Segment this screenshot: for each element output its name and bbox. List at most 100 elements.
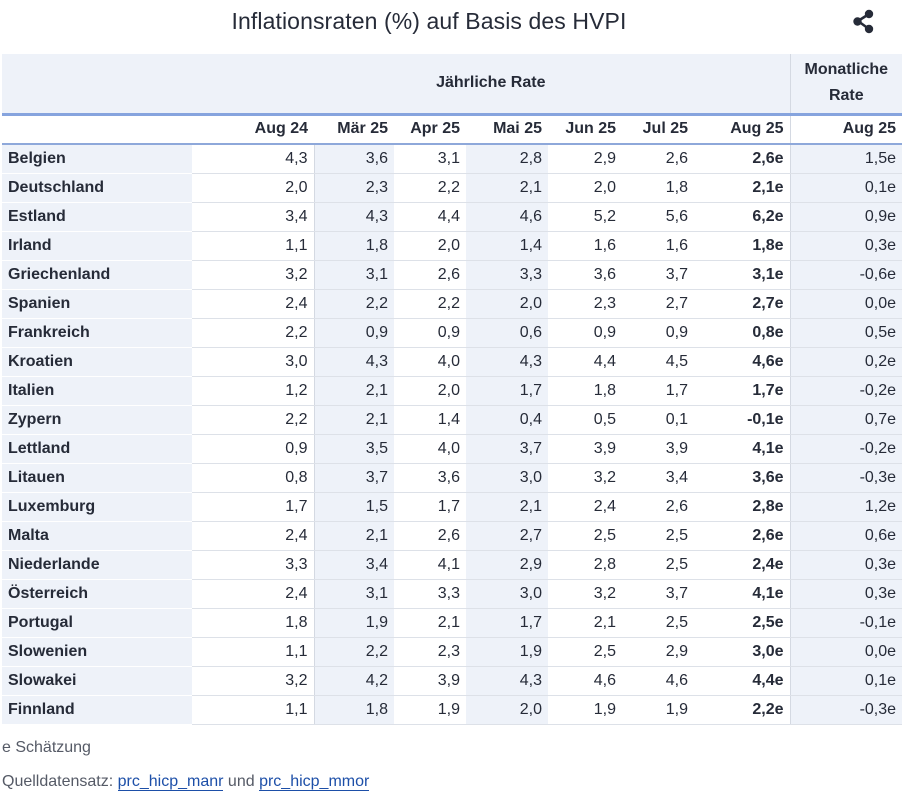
annual-rate-cell: 0,8 <box>192 463 314 493</box>
source-link-mmor[interactable]: prc_hicp_mmor <box>259 773 370 791</box>
annual-rate-cell: 3,3 <box>192 550 314 580</box>
annual-rate-cell: 4,0 <box>394 347 466 377</box>
annual-rate-cell: 3,0 <box>466 579 548 609</box>
annual-rate-cell: 2,5 <box>622 608 694 638</box>
annual-rate-cell: 2,8 <box>548 550 622 580</box>
country-cell: Italien <box>2 376 192 406</box>
annual-rate-cell: 2,8 <box>466 144 548 174</box>
annual-rate-cell: 0,6 <box>466 318 548 348</box>
monthly-rate-cell: 1,2e <box>789 492 903 522</box>
annual-rate-cell: 1,7 <box>466 608 548 638</box>
annual-rate-cell: 3,2 <box>548 463 622 493</box>
annual-rate-cell: 2,6 <box>394 260 466 290</box>
annual-rate-cell: 2,2e <box>694 695 791 725</box>
annual-rate-cell: 2,1 <box>313 521 394 551</box>
country-cell: Belgien <box>2 144 192 174</box>
monthly-rate-cell: 0,5e <box>789 318 903 348</box>
share-icon[interactable] <box>850 8 878 36</box>
annual-rate-cell: 4,3 <box>466 347 548 377</box>
annual-rate-cell: 3,5 <box>313 434 394 464</box>
table-row: Spanien 2,4 2,2 2,2 2,0 2,3 2,7 2,7e 0,0e <box>2 289 903 319</box>
country-cell: Spanien <box>2 289 192 319</box>
column-header: Jul 25 <box>622 114 694 145</box>
annual-rate-cell: 4,3 <box>192 144 314 174</box>
annual-rate-cell: 1,8 <box>192 608 314 638</box>
annual-rate-cell: 2,4e <box>694 550 791 580</box>
country-cell: Österreich <box>2 579 192 609</box>
monthly-rate-cell: -0,6e <box>789 260 903 290</box>
header-corner <box>2 54 192 116</box>
annual-rate-cell: 2,6 <box>622 492 694 522</box>
annual-rate-cell: 0,4 <box>466 405 548 435</box>
monthly-rate-cell: -0,1e <box>789 608 903 638</box>
annual-rate-cell: 3,3 <box>466 260 548 290</box>
annual-rate-cell: 2,9 <box>548 144 622 174</box>
annual-rate-cell: 4,6 <box>466 202 548 232</box>
annual-rate-cell: 4,3 <box>313 347 394 377</box>
annual-rate-cell: 4,4 <box>548 347 622 377</box>
annual-rate-cell: 3,4 <box>622 463 694 493</box>
annual-rate-cell: 2,7 <box>466 521 548 551</box>
monthly-rate-cell: -0,2e <box>789 434 903 464</box>
annual-rate-cell: 5,6 <box>622 202 694 232</box>
annual-rate-cell: 2,5 <box>548 521 622 551</box>
annual-rate-cell: 4,5 <box>622 347 694 377</box>
column-header: Apr 25 <box>394 114 466 145</box>
country-cell: Litauen <box>2 463 192 493</box>
annual-rate-cell: 3,7 <box>622 579 694 609</box>
footnote: e Schätzung <box>2 739 91 756</box>
annual-rate-cell: 2,1 <box>466 173 548 203</box>
annual-rate-cell: 2,1 <box>313 405 394 435</box>
monthly-rate-cell: 0,2e <box>789 347 903 377</box>
monthly-rate-cell: 0,1e <box>789 173 903 203</box>
annual-rate-cell: 2,4 <box>192 579 314 609</box>
country-cell: Griechenland <box>2 260 192 290</box>
monthly-rate-cell: 0,7e <box>789 405 903 435</box>
annual-rate-cell: 2,3 <box>313 173 394 203</box>
annual-rate-cell: 2,0 <box>394 376 466 406</box>
table-row: Slowenien 1,1 2,2 2,3 1,9 2,5 2,9 3,0e 0,0e <box>2 637 903 667</box>
monthly-rate-cell: 0,9e <box>789 202 903 232</box>
annual-rate-cell: 1,6 <box>548 231 622 261</box>
monthly-rate-cell: -0,3e <box>789 463 903 493</box>
annual-rate-cell: 1,7e <box>694 376 791 406</box>
annual-rate-cell: 2,2 <box>394 173 466 203</box>
table-row: Österreich 2,4 3,1 3,3 3,0 3,2 3,7 4,1e 0,3e <box>2 579 903 609</box>
annual-rate-cell: 4,4 <box>394 202 466 232</box>
country-cell: Finnland <box>2 695 192 725</box>
annual-rate-cell: 3,2 <box>548 579 622 609</box>
table-row: Luxemburg 1,7 1,5 1,7 2,1 2,4 2,6 2,8e 1,2e <box>2 492 903 522</box>
annual-rate-cell: 2,0 <box>394 231 466 261</box>
table-row: Belgien 4,3 3,6 3,1 2,8 2,9 2,6 2,6e 1,5e <box>2 144 903 174</box>
table-row: Litauen 0,8 3,7 3,6 3,0 3,2 3,4 3,6e -0,3e <box>2 463 903 493</box>
annual-rate-cell: 1,7 <box>622 376 694 406</box>
source-link-manr[interactable]: prc_hicp_manr <box>117 773 224 791</box>
column-header: Jun 25 <box>548 114 622 145</box>
monthly-rate-cell: 0,3e <box>789 550 903 580</box>
annual-rate-cell: 0,9 <box>192 434 314 464</box>
annual-rate-cell: 0,1 <box>622 405 694 435</box>
annual-rate-cell: 4,6 <box>622 666 694 696</box>
annual-rate-cell: 2,4 <box>192 521 314 551</box>
annual-rate-cell: 2,7e <box>694 289 791 319</box>
annual-rate-cell: 4,1 <box>394 550 466 580</box>
country-cell: Niederlande <box>2 550 192 580</box>
annual-rate-cell: 1,4 <box>466 231 548 261</box>
annual-rate-cell: 1,8 <box>313 231 394 261</box>
annual-rate-cell: 1,1 <box>192 637 314 667</box>
column-header: Aug 25 <box>694 114 791 145</box>
monthly-rate-cell: -0,2e <box>789 376 903 406</box>
annual-rate-cell: 2,0 <box>192 173 314 203</box>
annual-rate-cell: 1,7 <box>192 492 314 522</box>
annual-rate-cell: 1,9 <box>622 695 694 725</box>
page-title: Inflationsraten (%) auf Basis des HVPI <box>231 8 627 34</box>
annual-rate-cell: 2,5 <box>622 550 694 580</box>
annual-rate-cell: 2,2 <box>313 289 394 319</box>
annual-rate-cell: 2,2 <box>313 637 394 667</box>
annual-rate-cell: 2,3 <box>548 289 622 319</box>
annual-rate-cell: 2,1 <box>394 608 466 638</box>
country-cell: Malta <box>2 521 192 551</box>
annual-rate-cell: 3,9 <box>548 434 622 464</box>
table-row: Lettland 0,9 3,5 4,0 3,7 3,9 3,9 4,1e -0,2e <box>2 434 903 464</box>
annual-rate-cell: 4,3 <box>313 202 394 232</box>
